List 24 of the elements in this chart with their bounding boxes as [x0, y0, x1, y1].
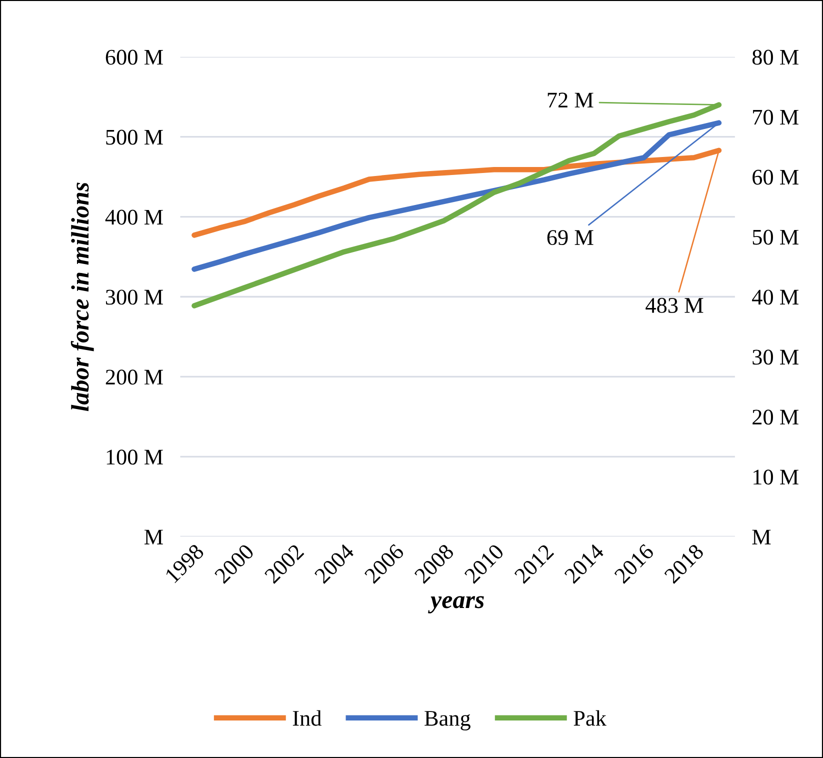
legend-label: Pak [574, 710, 606, 726]
y-tick-label: 500 M [106, 130, 163, 145]
y-tick-label: 100 M [106, 450, 163, 465]
data-label: 72 M [548, 92, 594, 108]
y2-tick-label: 20 M [752, 410, 798, 425]
y2-tick-label: 50 M [752, 230, 798, 245]
y2-tick-label: 80 M [752, 50, 798, 65]
y-tick-label: 400 M [105, 210, 163, 225]
legend-label: Bang [424, 711, 470, 730]
y2-tick-label: 40 M [752, 290, 798, 305]
y2-tick-label: M [752, 530, 771, 544]
y-tick-label: M [144, 530, 163, 544]
y-axis-title: labor force in millions [70, 182, 94, 412]
y2-tick-label: 70 M [753, 110, 798, 125]
y2-tick-label: 60 M [752, 170, 798, 185]
y-tick-label: 200 M [106, 370, 163, 385]
x-axis-title: years [428, 596, 484, 614]
data-label: 69 M [547, 230, 594, 246]
data-label: 483 M [646, 298, 704, 313]
y-tick-label: 300 M [106, 290, 163, 305]
y-tick-label: 600 M [106, 50, 163, 65]
y2-tick-label: 30 M [752, 350, 798, 365]
y2-tick-label: 10 M [754, 470, 798, 485]
legend-label: Ind [292, 710, 322, 726]
